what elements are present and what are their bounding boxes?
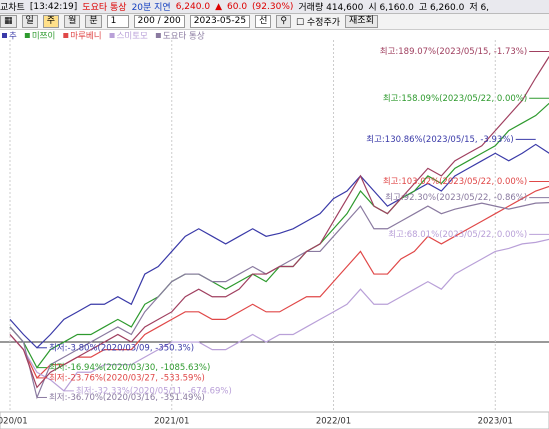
min-label: 최저:-23.76%(2020/03/27, -533.59%) xyxy=(49,372,205,383)
max-label: 최고:103.02%(2023/05/22, 0.00%) xyxy=(383,176,527,187)
min-label: 최저:-3.80%(2020/03/09, -350.3%) xyxy=(49,342,194,353)
period[interactable]: 월 xyxy=(64,15,81,28)
legend-swatch xyxy=(63,33,69,38)
x-axis-band xyxy=(0,411,549,429)
checkbox-label: 수정주가 xyxy=(306,18,341,28)
time: [13:42:19] xyxy=(29,1,78,12)
legend-entry: 스미토모 xyxy=(117,32,148,42)
max-label: 최고:92.30%(2023/05/22, -0.86%) xyxy=(385,192,527,203)
x-tick-label: 2020/01 xyxy=(0,417,28,427)
price: 6,240.0 xyxy=(175,1,211,12)
max-label: 최고:68.01%(2023/05/22, 0.00%) xyxy=(388,229,527,240)
high: 고 6,260.0 xyxy=(418,3,465,13)
low: 저 6, xyxy=(469,3,490,13)
min-label: 최저:-32.33%(2020/05/11, -674.69%) xyxy=(76,385,232,396)
min-label: 최저:-36.70%(2020/03/16, -351.49%) xyxy=(49,392,205,403)
legend-entry: 추 xyxy=(9,32,17,42)
date-input[interactable]: 2023-05-25 xyxy=(189,15,251,28)
range-input[interactable]: 200 / 200 xyxy=(133,15,185,28)
x-tick-label: 2021/01 xyxy=(154,417,189,427)
period[interactable]: 일 xyxy=(21,15,38,28)
adjusted-checkbox[interactable]: ☐ 수정주가 xyxy=(295,18,341,28)
stock-name[interactable]: 도요타 통상 xyxy=(82,3,127,13)
series-line xyxy=(9,238,549,392)
series-line xyxy=(9,143,549,349)
change: 60.0 xyxy=(227,1,248,12)
icon-button[interactable]: ▦ xyxy=(0,15,17,28)
x-tick-label: 2022/01 xyxy=(316,417,351,427)
period[interactable]: 주 xyxy=(42,15,60,28)
up-icon: ▲ xyxy=(215,1,222,12)
info-bar: 교차트 [13:42:19] 도요타 통상 20분 지연 6,240.0 ▲ 60… xyxy=(0,0,549,14)
legend-entry: 미쯔이 xyxy=(32,31,55,42)
legend-entry: 도요타 통상 xyxy=(163,31,205,42)
series-line xyxy=(9,185,549,379)
control-bar: ▦ 일 주 월 분 1 200 / 200 2023-05-25 선 ⚲ ☐ 수… xyxy=(0,14,549,30)
chart: 추 미쯔이 마루베니 스미토모 도요타 통상 2020/01 2021/01 2022/01 2… xyxy=(0,31,549,429)
max-label: 최고:158.09%(2023/05/22, 0.00%) xyxy=(383,93,527,104)
reload-button[interactable]: 재조회 xyxy=(345,15,378,28)
search-icon[interactable]: ⚲ xyxy=(276,15,291,28)
legend-swatch xyxy=(155,33,161,38)
window-title: 교차트 xyxy=(0,3,25,13)
series-line xyxy=(9,56,549,389)
style-select[interactable]: 선 xyxy=(255,15,272,28)
legend-swatch xyxy=(109,33,115,38)
period[interactable]: 분 xyxy=(85,15,102,28)
change-pct: (92.30%) xyxy=(252,1,294,12)
legend-entry: 마루베니 xyxy=(70,31,101,42)
delay: 20분 지연 xyxy=(131,3,171,13)
count-input[interactable]: 1 xyxy=(106,15,129,28)
volume: 거래량 414,600 xyxy=(298,3,364,13)
open: 시 6,160.0 xyxy=(368,3,414,13)
max-label: 최고:189.07%(2023/05/15, -1.73%) xyxy=(380,46,527,57)
legend-swatch xyxy=(24,33,30,38)
min-label: 최저:-16.94%(2020/03/30, -1085.63%) xyxy=(49,362,210,373)
x-tick-label: 2023/01 xyxy=(478,417,513,427)
legend-swatch xyxy=(2,33,7,38)
max-label: 최고:130.86%(2023/05/15, -3.93%) xyxy=(366,134,513,145)
